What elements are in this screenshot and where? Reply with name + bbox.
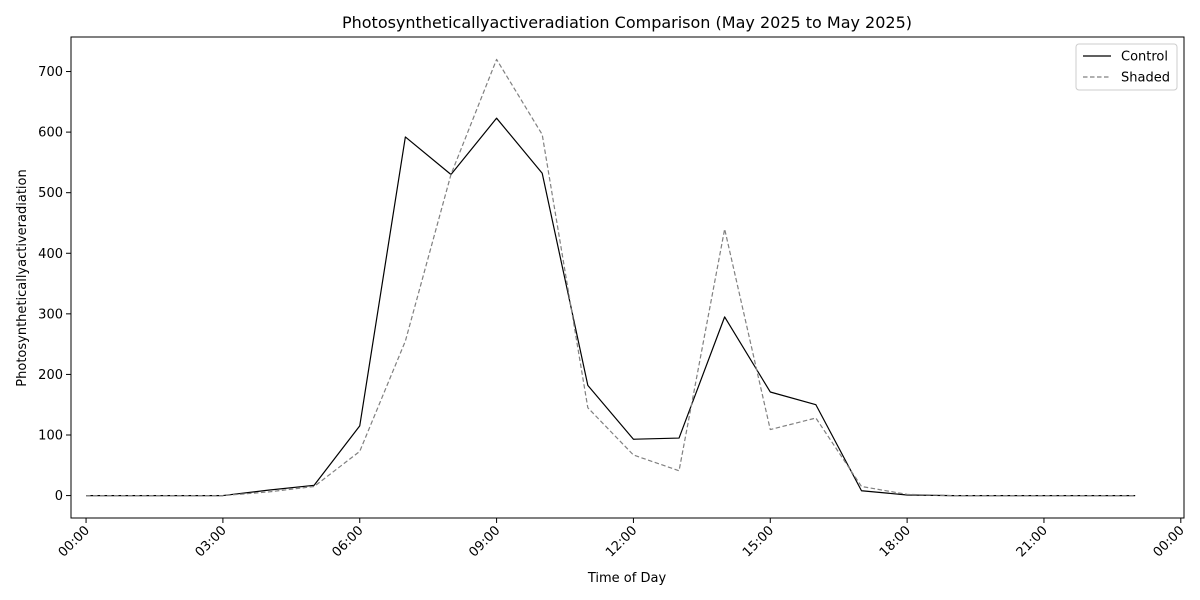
legend-label-control: Control <box>1121 50 1168 65</box>
y-tick-label: 500 <box>38 186 63 201</box>
plot-area: 0 100 200 300 400 500 600 700 00:00 03:00 06:00 09:… <box>38 36 1188 560</box>
x-tick-label: 03:00 <box>193 523 230 560</box>
x-tick-label: 06:00 <box>329 523 366 560</box>
y-tick-label: 700 <box>38 65 63 80</box>
y-tick-label: 300 <box>38 307 63 322</box>
x-tick-label: 15:00 <box>740 523 777 560</box>
x-tick-label: 09:00 <box>466 523 503 560</box>
x-tick-label: 21:00 <box>1014 523 1051 560</box>
y-tick-label: 400 <box>38 247 63 262</box>
series-line-shaded <box>86 58 1136 497</box>
legend: Control Shaded <box>1075 43 1178 91</box>
x-tick-label: 12:00 <box>603 523 640 560</box>
y-tick-label: 200 <box>38 368 63 383</box>
y-tick-label: 100 <box>38 429 63 444</box>
plot-frame <box>70 36 1185 519</box>
legend-label-shaded: Shaded <box>1121 71 1170 86</box>
x-tick-label: 00:00 <box>56 523 93 560</box>
x-axis-title: Time of Day <box>587 571 667 586</box>
x-tick-label: 18:00 <box>877 523 914 560</box>
x-tick-label: 00:00 <box>1151 523 1188 560</box>
y-tick-label: 0 <box>55 489 63 504</box>
series-line-control <box>86 117 1136 497</box>
y-axis-title: Photosyntheticallyactiveradiation <box>15 169 30 386</box>
y-tick-label: 600 <box>38 126 63 141</box>
chart-title: Photosyntheticallyactiveradiation Compar… <box>342 13 912 32</box>
